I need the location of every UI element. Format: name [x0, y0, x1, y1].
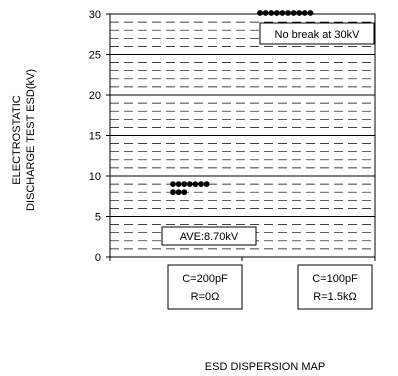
data-point	[198, 181, 204, 188]
data-point	[290, 10, 297, 16]
data-point	[181, 181, 188, 188]
y-axis-label-line-1: ELECTROSTATIC	[11, 95, 23, 184]
y-tick-labels: 0 5 10 15 20 25 30	[89, 9, 110, 264]
y-tick-label: 15	[89, 131, 101, 143]
category-2-line-2: R=1.5kΩ	[313, 291, 356, 303]
data-point	[181, 189, 188, 196]
no-break-annotation: No break at 30kV	[275, 29, 361, 41]
category-2-line-1: C=100pF	[312, 273, 358, 285]
data-point	[307, 10, 314, 16]
category-box-1	[167, 264, 243, 310]
data-point	[262, 10, 269, 16]
data-point	[279, 10, 286, 16]
y-tick-label: 5	[95, 212, 101, 224]
y-tick-label: 0	[95, 252, 101, 264]
grid-lines	[110, 21, 375, 250]
data-point	[175, 189, 182, 196]
y-axis-label-line-2: DISCHARGE TEST ESD(kV)	[25, 69, 37, 211]
y-tick-label: 20	[89, 90, 101, 102]
data-points	[170, 10, 314, 196]
y-tick-label: 25	[89, 50, 101, 62]
y-tick-label: 30	[89, 9, 101, 21]
y-tick-label: 10	[89, 171, 101, 183]
data-point	[257, 10, 263, 16]
category-1-line-1: C=200pF	[182, 273, 228, 285]
data-point	[203, 181, 210, 188]
category-box-2	[297, 264, 373, 310]
average-annotation-box	[161, 226, 257, 246]
data-point	[175, 181, 182, 188]
data-point	[170, 181, 176, 188]
data-point	[186, 181, 193, 188]
data-point	[301, 10, 308, 16]
data-point	[285, 10, 291, 16]
chart-title: ESD DISPERSION MAP	[205, 361, 325, 373]
data-point	[273, 10, 280, 16]
data-point	[268, 10, 275, 16]
data-point	[296, 10, 303, 16]
category-1-line-2: R=0Ω	[191, 291, 220, 303]
data-point	[192, 181, 199, 188]
no-break-annotation-box	[259, 22, 375, 45]
x-axis-ticks	[109, 257, 376, 261]
average-annotation: AVE:8.70kV	[180, 231, 239, 243]
data-point	[170, 189, 176, 196]
